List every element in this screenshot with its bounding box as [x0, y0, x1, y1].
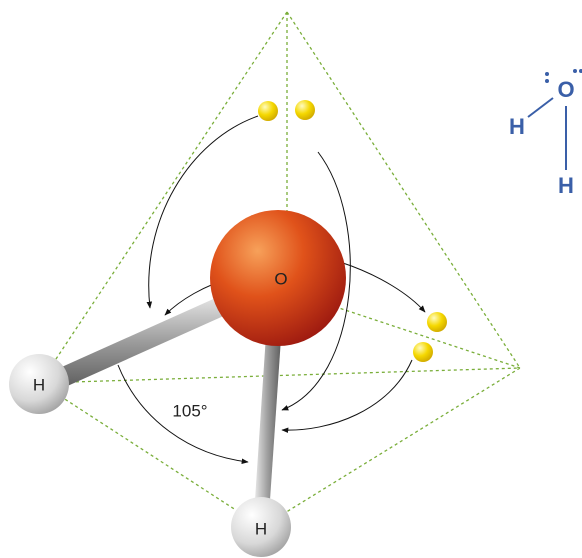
- arrows: [117, 115, 426, 465]
- lewis-structure: O H H: [509, 69, 582, 198]
- lewis-oxygen: O: [557, 77, 574, 102]
- tetrahedron: [39, 11, 521, 528]
- lewis-hydrogen: H: [558, 173, 574, 198]
- lewis-hydrogen: H: [509, 114, 525, 139]
- oxygen-label: O: [274, 269, 287, 288]
- oxygen-atom: [210, 210, 346, 346]
- hydrogen-label: H: [255, 519, 267, 538]
- lone-pairs: [258, 100, 447, 362]
- hydrogen-atom: [231, 497, 291, 557]
- hydrogen-label: H: [33, 375, 45, 394]
- bonds: [55, 296, 281, 500]
- bond-angle: 105°: [172, 401, 207, 420]
- hydrogen-atom: [9, 354, 69, 414]
